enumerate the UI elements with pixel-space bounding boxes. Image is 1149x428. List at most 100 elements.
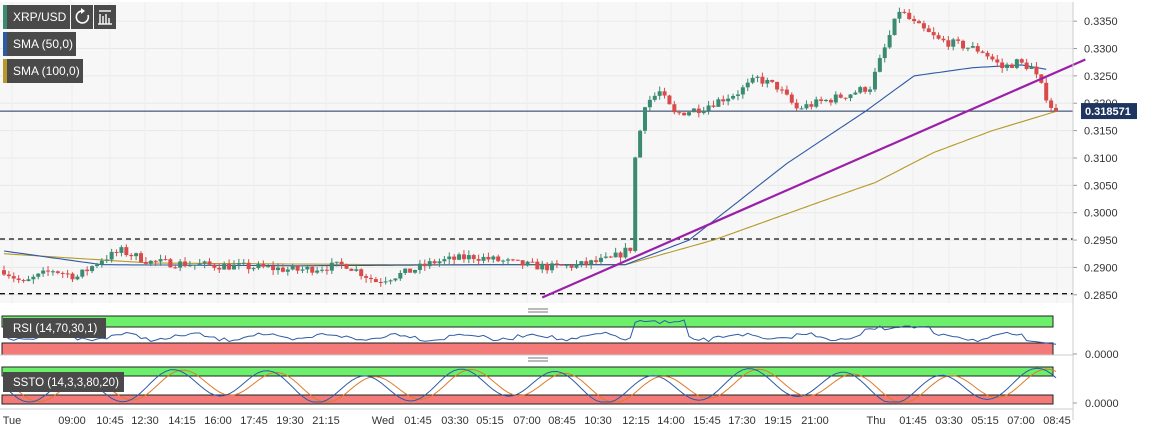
ssto-overbought-zone bbox=[1, 366, 1054, 377]
candle-body bbox=[868, 89, 873, 92]
candle-body bbox=[329, 262, 334, 271]
candle-body bbox=[990, 56, 995, 60]
candle-body bbox=[740, 87, 745, 95]
sma50-color-strip bbox=[3, 32, 7, 56]
panel-divider-handle-1[interactable] bbox=[528, 308, 548, 313]
sma50-label[interactable]: SMA (50,0) bbox=[13, 37, 73, 51]
x-tick-label: 05:15 bbox=[971, 415, 999, 427]
candle-body bbox=[691, 108, 696, 113]
y-tick-label: 0.2850 bbox=[1084, 290, 1118, 302]
x-tick-label: 17:45 bbox=[240, 415, 268, 427]
candle-body bbox=[941, 38, 946, 41]
rsi-label: RSI (14,70,30,1) bbox=[13, 323, 98, 335]
bar-settings-button[interactable] bbox=[94, 5, 116, 29]
sma50-line bbox=[3, 64, 1047, 267]
x-tick-label: 03:30 bbox=[935, 415, 963, 427]
sma100-label[interactable]: SMA (100,0) bbox=[13, 64, 80, 78]
candle-body bbox=[824, 99, 829, 101]
candle-body bbox=[85, 269, 90, 272]
price-axis: 0.33500.33000.32500.32000.31500.31000.30… bbox=[1072, 2, 1118, 420]
candle-body bbox=[970, 46, 975, 48]
candle-body bbox=[486, 256, 491, 260]
sma100-color-strip bbox=[3, 59, 7, 83]
candle-body bbox=[603, 256, 608, 258]
symbol-label-bg[interactable] bbox=[3, 5, 70, 29]
x-tick-label: 05:15 bbox=[476, 415, 504, 427]
ssto-oversold-zone bbox=[1, 394, 1054, 405]
candle-body bbox=[833, 94, 838, 103]
ssto-label: SSTO (14,3,3,80,20) bbox=[13, 377, 119, 389]
candle-body bbox=[496, 256, 501, 262]
symbol-toolbar: XRP/USD SMA (50,0) SMA (100,0) bbox=[3, 5, 116, 83]
candle-body bbox=[1005, 64, 1010, 69]
candle-body bbox=[897, 11, 902, 19]
candle-body bbox=[569, 265, 574, 268]
candle-body bbox=[1034, 66, 1039, 75]
refresh-button[interactable] bbox=[71, 5, 93, 29]
candle-body bbox=[775, 81, 780, 90]
candle-body bbox=[491, 256, 496, 260]
y-tick-label: 0.2900 bbox=[1084, 262, 1118, 274]
candle-body bbox=[794, 102, 799, 109]
candle-body bbox=[916, 21, 921, 24]
y-tick-label: 0.3100 bbox=[1084, 153, 1118, 165]
candle-body bbox=[584, 261, 589, 265]
candle-body bbox=[452, 256, 457, 260]
candle-body bbox=[222, 263, 227, 270]
candle-body bbox=[716, 99, 721, 107]
bar-settings-icon bbox=[98, 10, 112, 25]
candle-body bbox=[236, 263, 241, 265]
candle-body bbox=[246, 262, 251, 270]
candle-body bbox=[657, 91, 662, 96]
candle-body bbox=[202, 261, 207, 264]
candle-body bbox=[422, 263, 427, 267]
candle-body bbox=[726, 98, 731, 102]
x-tick-label: 12:15 bbox=[622, 415, 650, 427]
candle-body bbox=[608, 256, 613, 258]
rsi-label-box[interactable]: RSI (14,70,30,1) bbox=[3, 318, 106, 338]
sma50-label-bg[interactable] bbox=[3, 32, 76, 56]
candle-body bbox=[432, 261, 437, 264]
candle-body bbox=[799, 108, 804, 110]
x-tick-label: 08:45 bbox=[1043, 415, 1071, 427]
candle-body bbox=[124, 247, 129, 256]
candle-body bbox=[109, 251, 114, 260]
candle-body bbox=[877, 58, 882, 72]
candle-body bbox=[995, 59, 1000, 63]
candle-body bbox=[290, 265, 295, 270]
candle-body bbox=[809, 104, 814, 107]
x-tick-label: 09:00 bbox=[58, 415, 86, 427]
candle-body bbox=[819, 99, 824, 101]
candle-body bbox=[320, 269, 325, 271]
candle-body bbox=[41, 270, 46, 274]
candle-body bbox=[134, 253, 139, 257]
x-tick-label: 16:00 bbox=[204, 415, 232, 427]
candle-body bbox=[505, 259, 510, 261]
sma100-label-bg[interactable] bbox=[3, 59, 83, 83]
ssto-label-box[interactable]: SSTO (14,3,3,80,20) bbox=[3, 372, 124, 392]
candle-body bbox=[31, 276, 36, 280]
candle-body bbox=[129, 255, 134, 257]
candle-body bbox=[540, 263, 545, 270]
candle-body bbox=[789, 94, 794, 103]
y-tick-label: 0.3250 bbox=[1084, 71, 1118, 83]
x-tick-label: 10:45 bbox=[96, 415, 124, 427]
rsi-overbought-zone bbox=[1, 315, 1054, 328]
candle-body bbox=[476, 259, 481, 261]
candle-body bbox=[1014, 59, 1019, 68]
candle-body bbox=[393, 278, 398, 281]
candle-body bbox=[985, 52, 990, 57]
candle-body bbox=[183, 261, 188, 267]
rsi-oversold-zone bbox=[1, 342, 1054, 356]
candle-body bbox=[701, 110, 706, 114]
candle-body bbox=[907, 12, 912, 20]
candle-body bbox=[217, 267, 222, 270]
candle-body bbox=[598, 257, 603, 262]
candle-body bbox=[525, 261, 530, 266]
candle-body bbox=[36, 273, 41, 277]
candle-body bbox=[677, 112, 682, 114]
candle-body bbox=[471, 255, 476, 260]
symbol-label[interactable]: XRP/USD bbox=[13, 10, 67, 24]
panel-divider-handle-2[interactable] bbox=[528, 357, 548, 362]
